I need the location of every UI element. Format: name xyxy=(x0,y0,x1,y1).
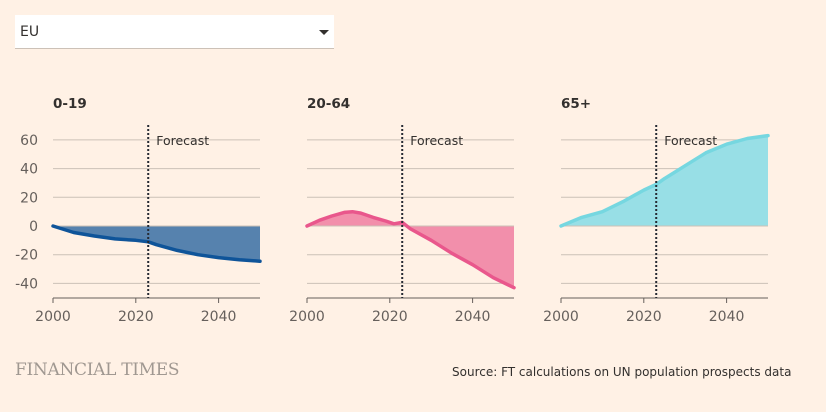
x-tick-label: 2000 xyxy=(289,309,325,325)
ft-logo: FINANCIAL TIMES xyxy=(15,360,180,380)
caret-down-icon[interactable] xyxy=(319,30,329,35)
y-tick-label: 20 xyxy=(20,190,38,206)
series-line xyxy=(305,209,516,290)
area-fill xyxy=(307,211,514,288)
panel-title: 20-64 xyxy=(307,96,350,112)
y-tick-label: 40 xyxy=(20,162,38,178)
y-tick-label: 0 xyxy=(29,219,38,235)
forecast-label: Forecast xyxy=(156,133,209,148)
x-tick-label: 2000 xyxy=(35,309,71,325)
y-tick-label: -20 xyxy=(15,248,38,264)
x-tick-label: 2040 xyxy=(201,309,237,325)
x-tick-label: 2000 xyxy=(543,309,579,325)
forecast-label: Forecast xyxy=(664,133,717,148)
source-note: Source: FT calculations on UN population… xyxy=(452,365,792,379)
region-select[interactable]: EU xyxy=(15,15,334,49)
small-multiples-chart: 0-19 60 40 20 0 -20 -40 2000 2020 2040 Forecast 20-… xyxy=(15,96,770,325)
panel-title: 0-19 xyxy=(53,96,87,112)
x-tick-label: 2040 xyxy=(455,309,491,325)
area-fill xyxy=(561,135,768,226)
y-tick-label: 60 xyxy=(20,133,38,149)
series-line xyxy=(51,224,262,263)
y-tick-label: -40 xyxy=(15,276,38,292)
region-select-value: EU xyxy=(20,24,40,40)
x-tick-label: 2020 xyxy=(372,309,408,325)
x-tick-label: 2020 xyxy=(626,309,662,325)
forecast-label: Forecast xyxy=(410,133,463,148)
series-line xyxy=(559,133,770,228)
x-tick-label: 2020 xyxy=(118,309,154,325)
panel-title: 65+ xyxy=(561,96,591,112)
x-tick-label: 2040 xyxy=(709,309,745,325)
